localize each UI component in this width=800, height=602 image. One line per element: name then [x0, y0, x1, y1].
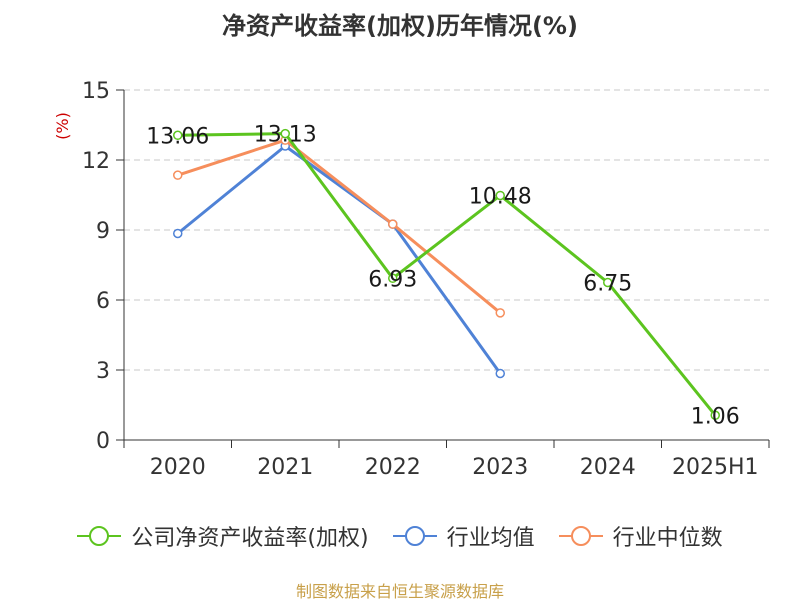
data-label: 13.06 [146, 124, 209, 149]
legend-swatch [77, 526, 122, 546]
legend-swatch-marker [404, 526, 425, 546]
series-line [177, 138, 502, 314]
y-tick-label: 15 [82, 79, 110, 104]
y-tick-label: 6 [96, 289, 110, 314]
y-tick-label: 0 [96, 429, 110, 454]
data-point [710, 410, 720, 421]
data-label-layer: 13.06 13.13 6.93 10.48 6.75 1.06 [146, 123, 739, 430]
x-tick-label: 2021 [257, 455, 313, 480]
y-tick-label: 3 [96, 359, 110, 384]
data-point [495, 368, 505, 379]
data-label: 6.93 [368, 267, 417, 292]
legend-label: 公司净资产收益率(加权) [131, 526, 369, 551]
y-tick-label: 12 [82, 149, 110, 174]
legend-item[interactable]: 公司净资产收益率(加权) [77, 520, 369, 552]
data-point [173, 170, 183, 180]
series-0 [173, 128, 720, 421]
axis-layer: 0 3 6 9 12 15 2020 2021 2022 2023 2024 2025H1 (%) [53, 79, 770, 480]
series-line [176, 144, 502, 375]
legend: 公司净资产收益率(加权) 行业均值 行业中位数 [0, 518, 800, 554]
legend-label: 行业均值 [446, 526, 535, 551]
data-point [388, 219, 398, 229]
y-tick-label: 9 [96, 219, 110, 244]
data-point [495, 308, 505, 318]
x-tick-label: 2020 [150, 455, 206, 480]
legend-swatch-marker [570, 526, 591, 546]
data-label: 13.13 [254, 123, 317, 148]
data-point [173, 228, 183, 239]
series-1 [173, 141, 505, 379]
data-point [280, 128, 290, 139]
data-point [388, 273, 398, 284]
x-tick-label: 2023 [472, 455, 528, 480]
series-line [177, 132, 717, 417]
data-point [173, 130, 183, 141]
data-label: 10.48 [469, 184, 532, 209]
chart-title: 净资产收益率(加权)历年情况(%) [222, 12, 578, 40]
legend-item[interactable]: 行业均值 [392, 520, 535, 552]
legend-swatch [558, 526, 603, 546]
data-label: 1.06 [691, 404, 740, 429]
series-layer [173, 128, 720, 421]
data-label: 6.75 [583, 272, 632, 297]
x-tick-label: 2024 [580, 455, 636, 480]
grid-layer [124, 89, 769, 371]
legend-label: 行业中位数 [612, 526, 723, 551]
x-tick-label: 2025H1 [672, 455, 759, 480]
x-tick-label: 2022 [365, 455, 421, 480]
y-axis-label: (%) [53, 112, 72, 140]
legend-item[interactable]: 行业中位数 [558, 520, 723, 552]
series-2 [173, 135, 505, 318]
data-point [495, 190, 505, 201]
legend-swatch-marker [89, 526, 110, 546]
data-point [603, 277, 613, 288]
source-note: 制图数据来自恒生聚源数据库 [295, 582, 504, 601]
legend-swatch [392, 526, 437, 546]
